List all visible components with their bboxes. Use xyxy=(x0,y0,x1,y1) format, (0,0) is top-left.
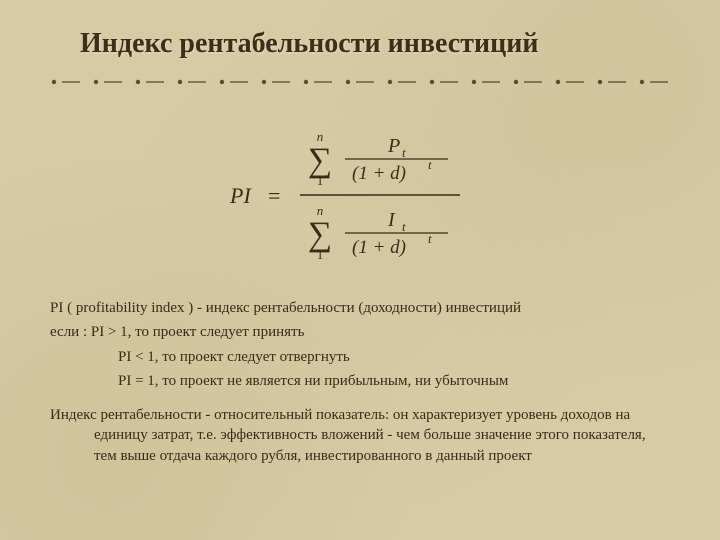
svg-text:1: 1 xyxy=(317,173,324,188)
svg-text:t: t xyxy=(402,219,406,234)
formula-block: PI=∑n1Pt(1 + d)t∑n1It(1 + d)t xyxy=(50,115,670,280)
svg-text:P: P xyxy=(387,135,400,157)
criterion-accept: если : PI > 1, то проект следует принять xyxy=(50,322,670,342)
svg-text:(1 + d): (1 + d) xyxy=(352,237,406,258)
svg-text:=: = xyxy=(268,183,280,208)
explanation-paragraph: Индекс рентабельности - относительный по… xyxy=(50,405,670,466)
svg-text:n: n xyxy=(317,129,324,144)
definition-line: PI ( profitability index ) - индекс рент… xyxy=(50,298,670,318)
svg-text:t: t xyxy=(428,157,432,172)
svg-text:1: 1 xyxy=(317,247,324,262)
pi-formula: PI=∑n1Pt(1 + d)t∑n1It(1 + d)t xyxy=(210,115,510,275)
svg-text:n: n xyxy=(317,203,324,218)
criterion-reject: PI < 1, то проект следует отвергнуть xyxy=(50,347,670,367)
svg-text:I: I xyxy=(387,209,396,231)
criterion-neutral: PI = 1, то проект не является ни прибыль… xyxy=(50,371,670,391)
svg-text:t: t xyxy=(402,145,406,160)
divider-ornament xyxy=(50,76,670,88)
slide-title: Индекс рентабельности инвестиций xyxy=(50,28,670,60)
slide-container: Индекс рентабельности инвестиций PI=∑n1P… xyxy=(0,0,720,540)
svg-text:(1 + d): (1 + d) xyxy=(352,163,406,184)
body-text: PI ( profitability index ) - индекс рент… xyxy=(50,298,670,466)
svg-text:t: t xyxy=(428,231,432,246)
svg-text:PI: PI xyxy=(229,183,252,208)
